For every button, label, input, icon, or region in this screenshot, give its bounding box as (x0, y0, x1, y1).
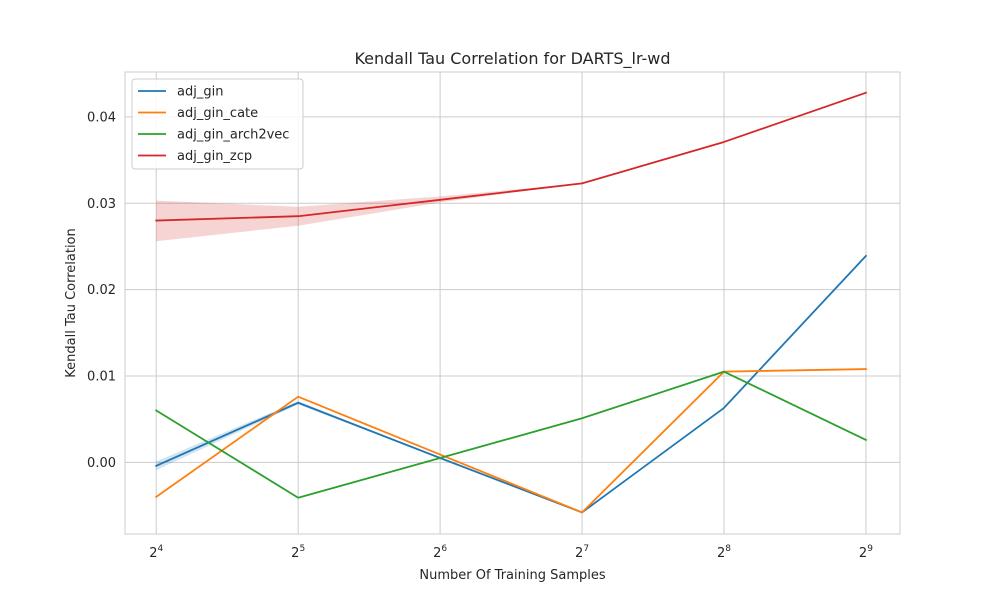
series-line-adj_gin_zcp (155, 91, 868, 222)
legend-label-adj_gin: adj_gin (177, 85, 223, 100)
grid-layer (125, 72, 900, 534)
legend-label-adj_gin_zcp: adj_gin_zcp (177, 149, 252, 164)
y-tick-label: 0.00 (87, 456, 116, 471)
x-tick-label: 24 (149, 544, 163, 561)
y-axis-title: Kendall Tau Correlation (64, 228, 79, 378)
legend-items: adj_gin adj_gin_cate adj_gin_arch2vec adj_g… (138, 85, 289, 164)
y-axis-ticks: 0.00 0.01 0.02 0.03 0.04 (87, 110, 116, 470)
legend-box (131, 78, 304, 170)
x-axis-title: Number Of Training Samples (419, 568, 605, 583)
y-tick-label: 0.01 (87, 369, 116, 384)
x-axis-ticks: 24 25 26 27 28 29 (149, 544, 873, 561)
legend-label-adj_gin_arch2vec: adj_gin_arch2vec (177, 128, 289, 143)
x-tick-label: 25 (291, 544, 305, 561)
plot-area-frame (124, 71, 901, 535)
x-tick-label: 26 (433, 544, 447, 561)
series-line-adj_gin_arch2vec (154, 370, 868, 499)
y-tick-label: 0.03 (87, 197, 116, 212)
y-tick-label: 0.04 (87, 110, 116, 125)
x-tick-label: 27 (575, 544, 589, 561)
legend: adj_gin adj_gin_cate adj_gin_arch2vec adj_g… (131, 78, 304, 170)
series-lines (154, 91, 868, 514)
x-tick-label: 28 (717, 544, 731, 561)
chart-title: Kendall Tau Correlation for DARTS_lr-wd (354, 49, 670, 69)
series-line-adj_gin_cate (154, 368, 867, 514)
legend-label-adj_gin_cate: adj_gin_cate (177, 106, 258, 121)
confidence-band-adj_gin_zcp (156, 92, 866, 242)
x-tick-label: 29 (859, 544, 873, 561)
confidence-bands (156, 92, 866, 513)
y-tick-label: 0.02 (87, 283, 116, 298)
